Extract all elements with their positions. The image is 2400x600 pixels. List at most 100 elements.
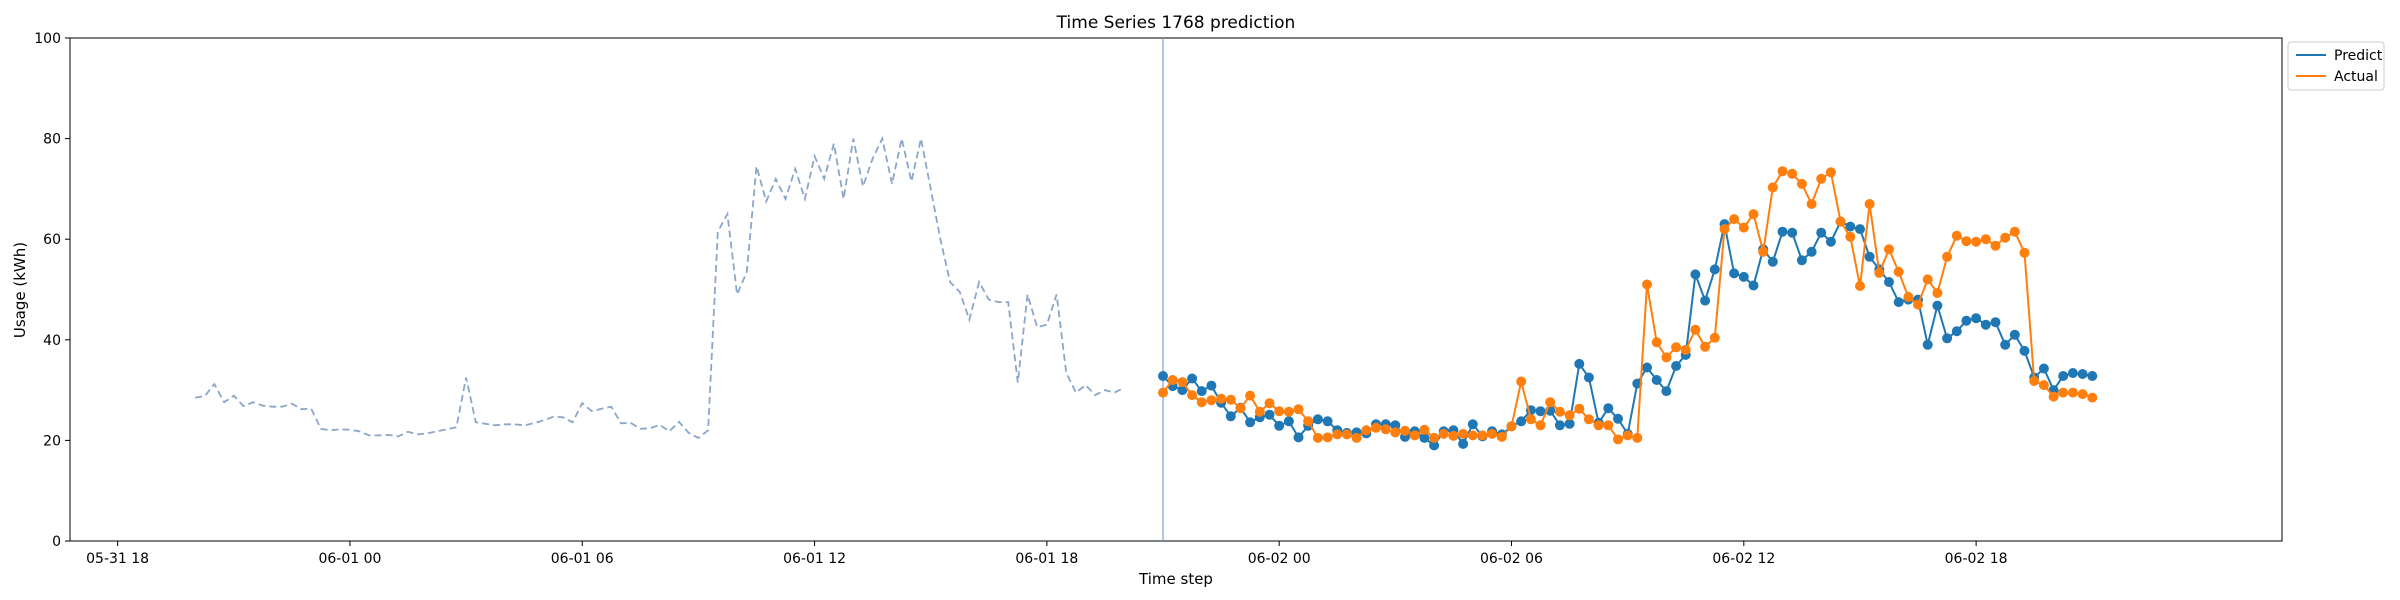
x-axis: 05-31 18 06-01 00 06-01 06 06-01 12 06-01 18…	[86, 541, 2008, 567]
predict-point	[1767, 256, 1778, 267]
predict-point	[1884, 277, 1894, 287]
actual-point	[1467, 430, 1478, 441]
predict-point	[1390, 420, 1401, 431]
actual-point	[1913, 299, 1923, 310]
actual-point	[1371, 422, 1381, 433]
actual-point	[1806, 199, 1817, 209]
predict-point	[1283, 416, 1294, 427]
predict-point	[1564, 418, 1575, 429]
predict-point	[1661, 386, 1672, 397]
plot-frame	[69, 37, 2283, 542]
legend-label-actual: Actual	[2334, 69, 2378, 85]
x-axis-label: Time step	[1138, 570, 1213, 588]
actual-point	[2009, 226, 2020, 237]
legend-label-predict: Predict	[2334, 48, 2383, 64]
predict-point	[1855, 224, 1865, 235]
actual-point	[1196, 397, 1207, 408]
actual-point	[1690, 324, 1701, 335]
x-tick-label: 06-01 12	[783, 551, 846, 567]
predict-point	[1293, 432, 1304, 443]
actual-point	[2058, 387, 2069, 398]
predict-point	[1187, 373, 1198, 384]
chart-title: Time Series 1768 prediction	[1056, 13, 1296, 33]
predict-point	[1225, 411, 1236, 422]
actual-point	[1661, 352, 1672, 363]
actual-point	[1177, 377, 1188, 388]
actual-point	[1390, 427, 1401, 438]
actual-point	[1671, 342, 1682, 353]
predict-point	[1429, 440, 1440, 451]
actual-point	[1535, 420, 1546, 431]
actual-point	[1613, 434, 1623, 445]
predict-point	[1729, 268, 1740, 279]
predict-point	[1806, 246, 1817, 257]
actual-point	[1893, 266, 1904, 277]
actual-point	[1429, 432, 1440, 443]
predict-point	[1787, 227, 1798, 238]
predict-point	[1738, 271, 1749, 282]
actual-point	[1187, 390, 1198, 401]
actual-point	[2000, 232, 2011, 243]
predict-point	[1932, 300, 1943, 311]
actual-point	[1651, 337, 1662, 348]
predict-point	[1864, 251, 1875, 262]
actual-point	[1254, 406, 1265, 417]
actual-point	[1216, 393, 1227, 404]
actual-point	[1642, 279, 1652, 290]
x-tick-label: 06-02 00	[1248, 551, 1311, 567]
actual-point	[1448, 430, 1459, 441]
predict-point	[1709, 264, 1720, 275]
actual-point	[1438, 428, 1449, 439]
actual-point	[1758, 246, 1769, 257]
legend: Predict Actual	[2287, 41, 2385, 91]
y-tick-label: 80	[43, 132, 61, 148]
predict-point	[1467, 419, 1478, 430]
actual-point	[1380, 424, 1391, 435]
predict-point	[1922, 339, 1933, 350]
x-tick-label: 06-01 06	[551, 551, 614, 567]
actual-point	[1419, 424, 1430, 435]
predict-point	[1777, 226, 1788, 237]
predict-point	[1671, 361, 1682, 371]
actual-line	[1162, 170, 2093, 441]
predict-point	[1642, 362, 1652, 373]
actual-point	[1516, 376, 1527, 387]
predict-point	[1942, 333, 1953, 344]
actual-point	[1767, 182, 1778, 193]
actual-point	[2067, 387, 2078, 398]
actual-point	[1206, 395, 1217, 406]
predict-point	[1796, 255, 1807, 266]
predict-point	[2077, 369, 2088, 379]
predict-point	[2000, 339, 2011, 350]
actual-point	[1816, 173, 1827, 184]
predict-point	[2067, 368, 2078, 378]
actual-point	[1593, 420, 1604, 431]
x-tick-label: 05-31 18	[86, 551, 149, 567]
actual-point	[1632, 432, 1643, 443]
predict-point	[1700, 295, 1711, 306]
actual-point	[1884, 244, 1894, 255]
predict-point	[1206, 380, 1217, 391]
actual-point	[2029, 376, 2040, 386]
predict-point	[1535, 406, 1546, 417]
predict-point	[1845, 221, 1856, 232]
predict-point	[1574, 358, 1585, 369]
y-tick-label: 60	[43, 232, 61, 248]
actual-point	[1235, 403, 1246, 414]
actual-point	[1855, 281, 1865, 291]
actual-point	[1158, 387, 1168, 398]
actual-point	[1496, 431, 1507, 442]
actual-point	[2038, 380, 2049, 391]
actual-point	[1738, 222, 1749, 233]
actual-point	[1458, 428, 1469, 439]
actual-point	[1603, 420, 1614, 431]
predict-point	[1893, 297, 1904, 308]
actual-point	[1825, 167, 1836, 178]
predict-point	[1458, 438, 1469, 449]
actual-point	[1574, 403, 1585, 414]
actual-point	[1293, 404, 1304, 415]
predict-point	[1816, 227, 1827, 238]
predict-point	[1516, 416, 1527, 427]
x-tick-label: 06-01 18	[1015, 551, 1078, 567]
